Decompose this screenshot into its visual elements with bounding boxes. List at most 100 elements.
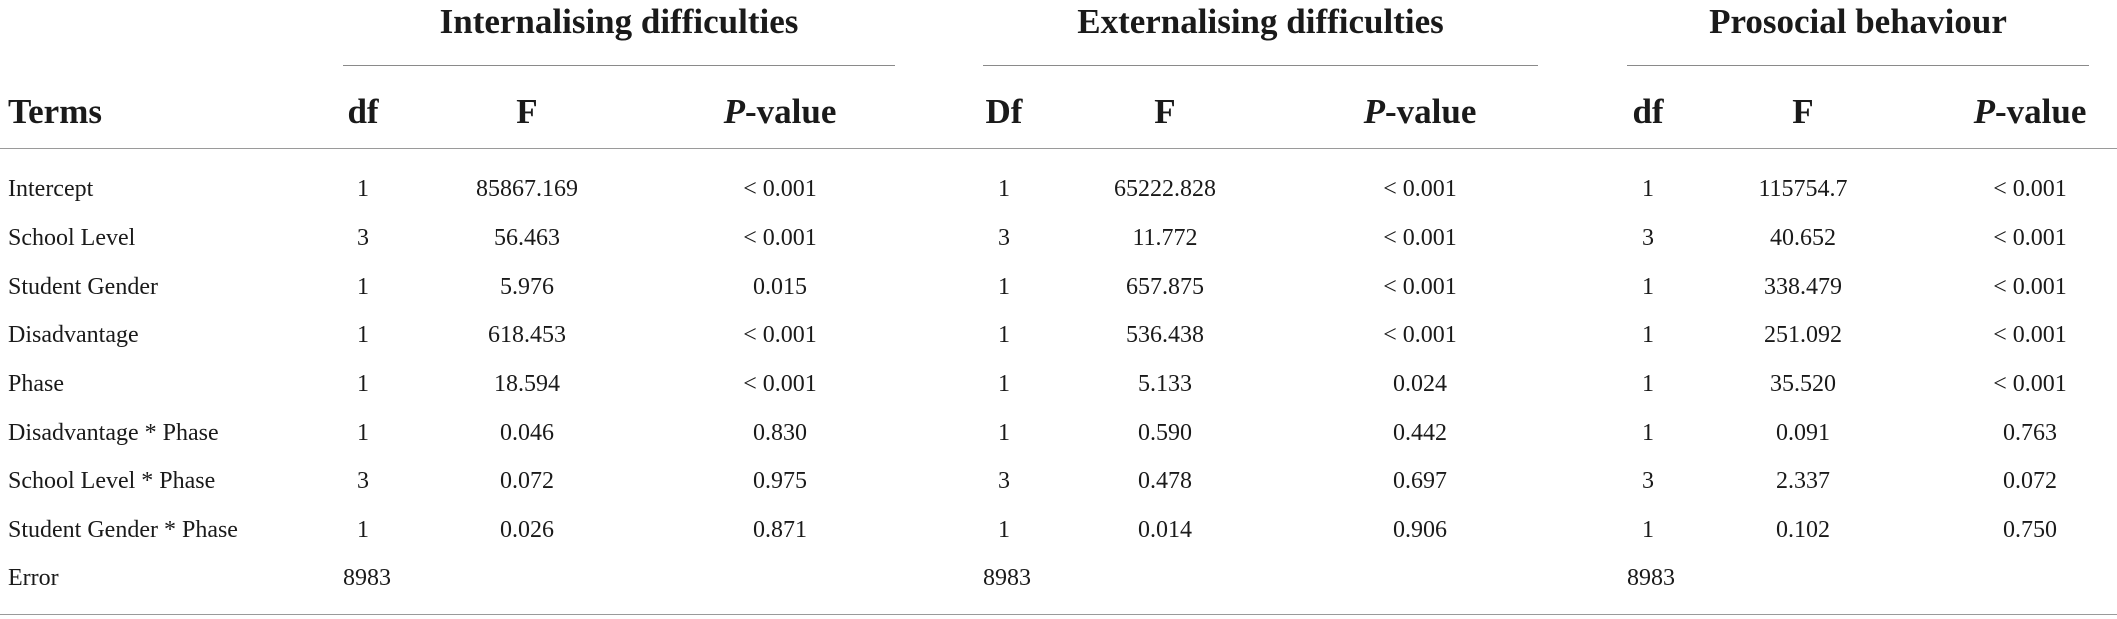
cell-p-value: 0.871 — [753, 517, 807, 543]
row-term: Error — [8, 565, 59, 591]
cell-df: 1 — [1642, 176, 1654, 202]
column-header-f: F — [1792, 92, 1814, 131]
cell-p-value: 0.750 — [2003, 517, 2057, 543]
cell-df: 1 — [1642, 420, 1654, 446]
cell-p-value: 0.442 — [1393, 420, 1447, 446]
cell-f: 65222.828 — [1114, 176, 1216, 202]
cell-f: 5.976 — [500, 274, 554, 300]
cell-f: 0.102 — [1776, 517, 1830, 543]
cell-p-value: < 0.001 — [1993, 274, 2067, 300]
bottom-rule — [0, 614, 2117, 615]
cell-f: 251.092 — [1764, 322, 1842, 348]
cell-f: 40.652 — [1770, 225, 1836, 251]
group-rule — [1627, 65, 2089, 66]
cell-p-value: 0.975 — [753, 468, 807, 494]
cell-df: 1 — [357, 176, 369, 202]
cell-df: 1 — [1642, 322, 1654, 348]
cell-df: 3 — [1642, 468, 1654, 494]
cell-f: 11.772 — [1132, 225, 1198, 251]
cell-df: 1 — [357, 371, 369, 397]
cell-p-value: < 0.001 — [1383, 322, 1457, 348]
cell-f: 85867.169 — [476, 176, 578, 202]
row-term: Disadvantage * Phase — [8, 420, 219, 446]
cell-df: 1 — [357, 274, 369, 300]
cell-f: 657.875 — [1126, 274, 1204, 300]
row-term: Student Gender * Phase — [8, 517, 238, 543]
header-rule — [0, 148, 2117, 149]
group-rule — [983, 65, 1538, 66]
cell-df: 3 — [998, 468, 1010, 494]
cell-f: 0.590 — [1138, 420, 1192, 446]
cell-p-value: 0.072 — [2003, 468, 2057, 494]
column-header-f: F — [516, 92, 538, 131]
group-title: Prosocial behaviour — [1709, 2, 2007, 41]
cell-df: 1 — [357, 322, 369, 348]
group-title: Internalising difficulties — [439, 2, 799, 41]
cell-p-value: < 0.001 — [1383, 176, 1457, 202]
cell-df: 1 — [1642, 274, 1654, 300]
cell-p-value: < 0.001 — [1993, 176, 2067, 202]
row-term: Student Gender — [8, 274, 158, 300]
group-title: Externalising difficulties — [1077, 2, 1444, 41]
cell-p-value: < 0.001 — [743, 322, 817, 348]
cell-p-value: < 0.001 — [1993, 225, 2067, 251]
column-header-p-value: P-value — [1363, 92, 1477, 131]
cell-p-value: 0.763 — [2003, 420, 2057, 446]
cell-df: 1 — [998, 371, 1010, 397]
cell-p-value: 0.697 — [1393, 468, 1447, 494]
cell-f: 5.133 — [1138, 371, 1192, 397]
cell-f: 0.014 — [1138, 517, 1192, 543]
cell-df: 1 — [998, 322, 1010, 348]
cell-f: 56.463 — [494, 225, 560, 251]
cell-df: 3 — [998, 225, 1010, 251]
cell-p-value: < 0.001 — [743, 176, 817, 202]
cell-f: 0.091 — [1776, 420, 1830, 446]
cell-p-value: 0.015 — [753, 274, 807, 300]
cell-f: 2.337 — [1776, 468, 1830, 494]
cell-p-value: < 0.001 — [743, 225, 817, 251]
column-header-df: Df — [985, 92, 1023, 131]
cell-df: 1 — [1642, 517, 1654, 543]
cell-df: 3 — [357, 468, 369, 494]
cell-f: 115754.7 — [1758, 176, 1848, 202]
cell-df: 3 — [1642, 225, 1654, 251]
cell-df: 8983 — [983, 565, 1031, 591]
cell-df: 1 — [998, 517, 1010, 543]
column-header-df: df — [347, 92, 379, 131]
cell-df: 1 — [998, 274, 1010, 300]
cell-p-value: 0.024 — [1393, 371, 1447, 397]
group-rule — [343, 65, 895, 66]
row-term: Intercept — [8, 176, 94, 202]
cell-df: 8983 — [1627, 565, 1675, 591]
row-term: School Level * Phase — [8, 468, 216, 494]
cell-df: 1 — [1642, 371, 1654, 397]
cell-f: 0.072 — [500, 468, 554, 494]
column-header-p-value: P-value — [1973, 92, 2087, 131]
cell-df: 3 — [357, 225, 369, 251]
cell-f: 18.594 — [494, 371, 560, 397]
cell-p-value: < 0.001 — [1383, 225, 1457, 251]
cell-p-value: < 0.001 — [1993, 371, 2067, 397]
column-header-df: df — [1632, 92, 1664, 131]
row-term: Disadvantage — [8, 322, 139, 348]
cell-df: 1 — [998, 420, 1010, 446]
cell-p-value: 0.906 — [1393, 517, 1447, 543]
row-term: Phase — [8, 371, 64, 397]
cell-f: 536.438 — [1126, 322, 1204, 348]
cell-df: 1 — [357, 517, 369, 543]
cell-p-value: < 0.001 — [1383, 274, 1457, 300]
column-header-p-value: P-value — [723, 92, 837, 131]
cell-p-value: < 0.001 — [743, 371, 817, 397]
cell-df: 1 — [998, 176, 1010, 202]
cell-df: 1 — [357, 420, 369, 446]
cell-f: 0.046 — [500, 420, 554, 446]
cell-f: 338.479 — [1764, 274, 1842, 300]
cell-f: 0.478 — [1138, 468, 1192, 494]
column-header-f: F — [1154, 92, 1176, 131]
row-term: School Level — [8, 225, 136, 251]
cell-f: 35.520 — [1770, 371, 1836, 397]
column-header-terms: Terms — [8, 92, 102, 131]
cell-f: 618.453 — [488, 322, 566, 348]
cell-f: 0.026 — [500, 517, 554, 543]
cell-df: 8983 — [343, 565, 391, 591]
